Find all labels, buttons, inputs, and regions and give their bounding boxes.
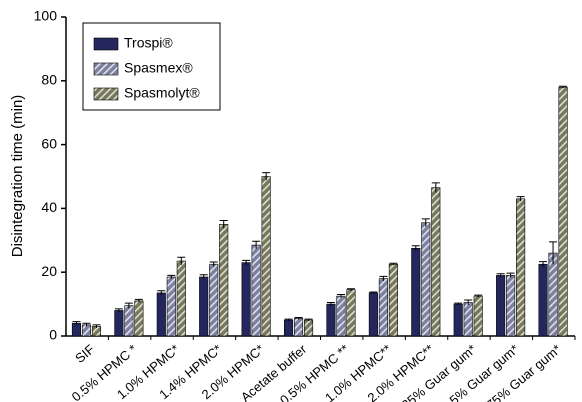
error-bar: [252, 240, 261, 249]
bar: [134, 300, 144, 337]
bar: [261, 176, 271, 337]
error-bar: [157, 290, 166, 296]
bar: [156, 292, 166, 337]
legend-swatch: [93, 62, 119, 76]
bar: [81, 324, 92, 337]
error-bar: [326, 302, 335, 306]
error-bar: [389, 262, 398, 266]
error-bar: [421, 218, 430, 227]
bar: [496, 275, 506, 337]
bar: [463, 302, 473, 337]
error-bar: [242, 259, 251, 265]
bar: [219, 224, 229, 337]
error-bar: [114, 308, 123, 313]
error-bar: [336, 294, 345, 298]
error-bar: [539, 261, 548, 267]
bar: [378, 278, 388, 337]
bar: [71, 322, 82, 337]
error-bar: [411, 245, 420, 251]
error-bar: [209, 261, 218, 267]
error-bar: [304, 318, 313, 322]
bar: [506, 275, 516, 337]
legend-swatch: [93, 87, 119, 101]
error-bar: [431, 182, 440, 193]
y-tick-label: 60: [41, 135, 57, 151]
error-bar: [284, 318, 293, 322]
bar: [538, 263, 548, 337]
error-bar: [219, 220, 228, 229]
error-bar: [379, 275, 388, 281]
error-bar: [496, 273, 505, 277]
y-tick-label: 80: [41, 72, 57, 88]
y-tick-label: 40: [41, 199, 57, 215]
bar: [548, 252, 558, 337]
bar: [283, 319, 294, 337]
bar: [421, 222, 431, 337]
y-tick-label: 0: [49, 327, 57, 343]
error-bar: [177, 256, 186, 265]
error-bar: [369, 291, 378, 294]
bar: [411, 247, 421, 337]
bar: [176, 260, 186, 337]
error-bar: [167, 274, 176, 279]
bar: [209, 263, 219, 337]
error-bar: [134, 298, 143, 303]
legend-swatch: [93, 37, 119, 51]
bar: [516, 198, 526, 337]
bar: [199, 276, 209, 337]
legend-label: Spasmex®: [124, 60, 193, 76]
error-bar: [549, 241, 558, 265]
bar: [124, 305, 134, 337]
error-bar: [294, 316, 303, 320]
bar: [368, 292, 378, 337]
bar: [558, 86, 568, 337]
error-bar: [72, 321, 81, 325]
error-bar: [454, 302, 463, 306]
bar: [346, 289, 356, 337]
y-tick-label: 100: [34, 8, 58, 24]
bar: [251, 244, 261, 337]
bar: [336, 295, 346, 337]
bar: [293, 318, 304, 337]
bar: [473, 295, 483, 337]
error-bar: [464, 299, 473, 306]
error-bar: [82, 322, 91, 327]
bar: [114, 310, 124, 337]
bar: [326, 303, 336, 337]
y-axis-label: Disintegration time (min): [9, 95, 26, 258]
y-tick-label: 20: [41, 263, 57, 279]
legend: Trospi® Spasmex® Spasmolyt®: [82, 22, 221, 111]
bar: [388, 263, 398, 337]
legend-label: Spasmolyt®: [124, 85, 200, 101]
error-bar: [124, 302, 133, 309]
error-bar: [199, 274, 208, 280]
x-tick-label: SIF: [72, 341, 97, 366]
legend-label: Trospi®: [124, 35, 173, 51]
bar: [431, 187, 441, 337]
error-bar: [474, 294, 483, 298]
error-bar: [92, 324, 101, 329]
bar: [241, 262, 251, 337]
error-bar: [516, 196, 525, 202]
error-bar: [506, 272, 515, 278]
bar: [166, 276, 176, 337]
error-bar: [346, 288, 355, 291]
bar: [303, 319, 314, 337]
bar: [453, 303, 463, 337]
error-bar: [262, 172, 271, 181]
error-bar: [559, 85, 568, 89]
